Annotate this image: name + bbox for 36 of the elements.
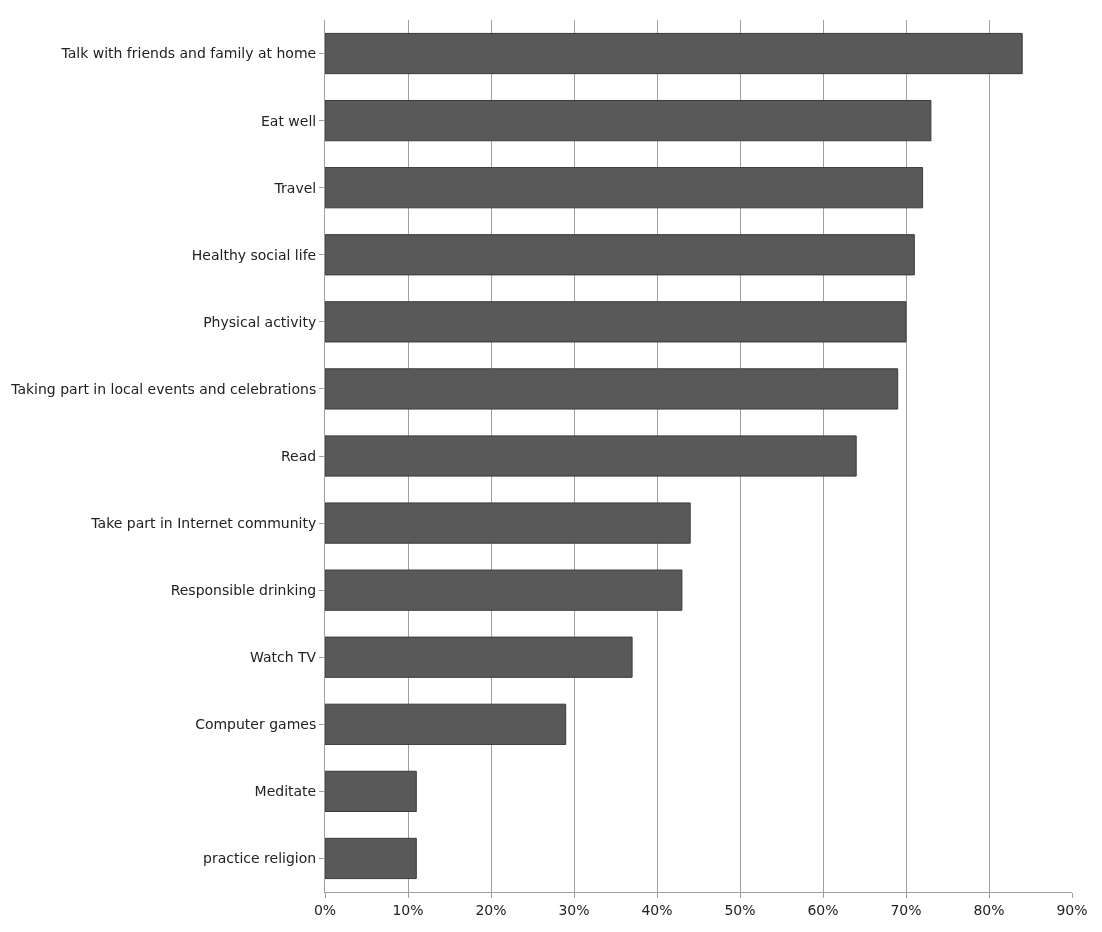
y-tick-label: Watch TV — [250, 649, 317, 666]
bar — [325, 569, 683, 611]
bar — [325, 368, 899, 410]
y-tick-label: Travel — [273, 179, 317, 196]
bar — [325, 99, 932, 142]
bar — [325, 703, 567, 745]
bar — [325, 167, 924, 209]
bar — [325, 837, 417, 880]
y-tick-label: Computer games — [195, 716, 317, 733]
bar — [325, 770, 417, 813]
bar — [325, 301, 907, 343]
x-tick-label: 60% — [807, 901, 839, 918]
x-tick-label: 0% — [313, 901, 337, 918]
bar — [325, 502, 691, 544]
bar — [325, 636, 633, 678]
x-tick-label: 80% — [973, 901, 1005, 918]
y-tick-label: Taking part in local events and celebrations — [10, 380, 317, 397]
x-tick-label: 90% — [1056, 901, 1088, 918]
y-tick-label: Read — [281, 447, 317, 464]
bar — [325, 435, 857, 477]
x-tick-label: 30% — [558, 901, 590, 918]
y-tick-label: Responsible drinking — [170, 582, 317, 599]
x-tick-label: 20% — [475, 901, 507, 918]
x-tick-label: 40% — [641, 901, 673, 918]
y-tick-label: Talk with friends and family at home — [60, 45, 317, 62]
bar — [325, 234, 915, 276]
y-tick-label: Physical activity — [203, 313, 317, 330]
y-tick-label: Healthy social life — [191, 246, 317, 263]
x-tick-label: 10% — [392, 901, 424, 918]
y-tick-label: Take part in Internet community — [90, 514, 317, 531]
bar — [325, 32, 1023, 75]
y-tick-label: Meditate — [254, 783, 317, 800]
x-tick-label: 50% — [724, 901, 756, 918]
y-tick-label: practice religion — [203, 850, 317, 867]
x-tick-label: 70% — [890, 901, 922, 918]
y-tick-label: Eat well — [260, 112, 317, 129]
